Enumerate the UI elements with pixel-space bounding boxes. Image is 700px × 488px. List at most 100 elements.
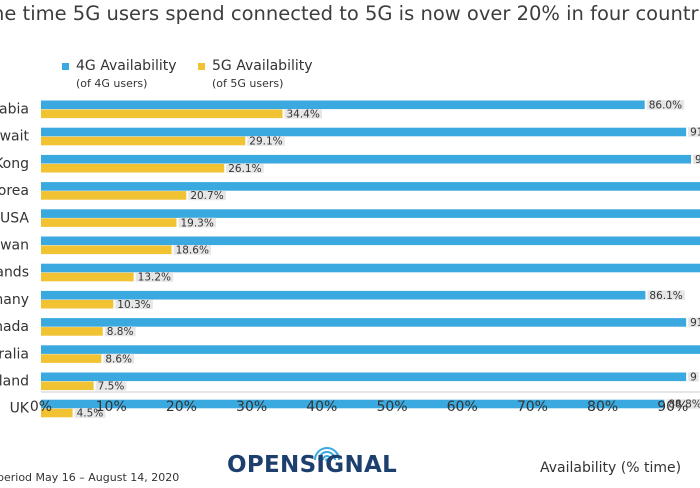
data-label: 10.3% — [117, 299, 150, 311]
data-label-bg — [95, 381, 127, 391]
x-axis-title: Availability (% time) — [540, 460, 682, 476]
bar-4g — [41, 209, 700, 218]
legend-swatch-4g — [62, 63, 69, 70]
bar-4g — [41, 236, 700, 246]
data-label: 9 — [695, 154, 700, 166]
data-label-bg — [693, 154, 700, 164]
category-label: many — [0, 292, 29, 308]
data-label: 8.8% — [107, 326, 134, 338]
legend-sub-4g: (of 4G users) — [76, 77, 148, 90]
signal-icon — [314, 447, 340, 462]
x-tick-label: 20% — [166, 399, 197, 415]
data-label-bg — [103, 353, 135, 364]
bar-5g — [41, 354, 102, 363]
signal-arc — [322, 455, 332, 461]
data-label-bg — [104, 326, 136, 337]
bar-5g — [41, 381, 94, 391]
data-label: 7.5% — [98, 381, 125, 393]
category-label: Kong — [0, 156, 29, 172]
data-label-bg — [226, 163, 264, 173]
category-label: ands — [0, 265, 29, 281]
bar-5g — [41, 136, 246, 146]
data-label: 9 — [690, 372, 697, 384]
bar-5g — [41, 245, 172, 255]
x-tick-label: 30% — [236, 399, 267, 415]
category-label: wait — [0, 129, 29, 145]
data-label: 26.1% — [228, 163, 261, 175]
data-label: 91 — [690, 317, 700, 329]
data-label-bg — [688, 317, 700, 328]
logo-text: OPENSIGNAL — [227, 452, 398, 478]
data-label: 86.0% — [649, 100, 682, 112]
x-tick-label: 70% — [517, 399, 548, 415]
data-label-bg — [74, 408, 106, 418]
category-label: ralia — [0, 346, 29, 362]
data-label-bg — [666, 399, 700, 409]
bar-5g — [41, 327, 103, 336]
footnote: period May 16 – August 14, 2020 — [0, 471, 180, 484]
data-label: 8.6% — [105, 353, 132, 365]
x-tick-label: 10% — [96, 399, 127, 415]
bar-5g — [41, 109, 283, 119]
data-label-bg — [647, 290, 685, 300]
data-label-bg — [247, 136, 285, 146]
category-label: land — [0, 374, 29, 390]
category-label: USA — [0, 210, 29, 226]
bar-4g — [41, 399, 665, 409]
bar-4g — [41, 154, 692, 164]
category-label: rabia — [0, 102, 29, 118]
data-label-bg — [115, 299, 153, 309]
category-label: nada — [0, 319, 29, 335]
bar-4g — [41, 318, 687, 327]
data-label: 91 — [690, 127, 700, 139]
chart-title: he time 5G users spend connected to 5G i… — [0, 2, 700, 25]
bar-4g — [41, 127, 687, 137]
bar-4g — [41, 372, 687, 382]
bar-4g — [41, 290, 646, 300]
data-label: 4.5% — [77, 408, 104, 420]
x-tick-label: 90% — [657, 399, 688, 415]
bar-5g — [41, 272, 134, 282]
bar-4g — [41, 263, 700, 273]
data-label-bg — [688, 372, 699, 382]
bar-5g — [41, 218, 177, 227]
bar-5g — [41, 299, 114, 309]
legend-sub-5g: (of 5G users) — [212, 77, 284, 90]
x-tick-label: 40% — [306, 399, 337, 415]
x-tick-label: 60% — [447, 399, 478, 415]
data-label: 34.4% — [286, 109, 319, 121]
x-tick-label: 0% — [30, 399, 52, 415]
data-label: 20.7% — [190, 190, 223, 202]
data-label: 18.6% — [176, 245, 209, 257]
data-label-bg — [646, 100, 685, 110]
category-label: wan — [0, 238, 29, 254]
legend-swatch-5g — [198, 63, 205, 70]
data-label-bg — [188, 190, 226, 201]
bar-5g — [41, 163, 225, 173]
bar-4g — [41, 345, 700, 354]
signal-arc — [318, 451, 336, 461]
signal-dot — [325, 458, 329, 462]
legend-label-5g: 5G Availability — [212, 58, 313, 74]
data-label: 19.3% — [180, 217, 213, 229]
legend-label-4g: 4G Availability — [76, 58, 177, 74]
opensignal-logo: OPENSIGNAL — [227, 452, 397, 478]
category-label: orea — [0, 183, 29, 199]
category-label: UK — [10, 401, 30, 417]
data-label-bg — [284, 109, 322, 119]
x-tick-label: 50% — [376, 399, 407, 415]
signal-arc — [314, 447, 340, 461]
data-label: 88.8% — [668, 399, 700, 411]
data-label-bg — [688, 127, 700, 137]
data-label: 13.2% — [138, 272, 171, 284]
bar-4g — [41, 100, 645, 110]
bar-5g — [41, 191, 187, 200]
data-label-bg — [135, 272, 174, 282]
x-tick-label: 80% — [587, 399, 618, 415]
data-label: 86.1% — [649, 290, 682, 302]
data-label: 29.1% — [249, 136, 282, 148]
data-label-bg — [173, 245, 212, 255]
bar-5g — [41, 408, 73, 418]
bar-4g — [41, 182, 700, 191]
